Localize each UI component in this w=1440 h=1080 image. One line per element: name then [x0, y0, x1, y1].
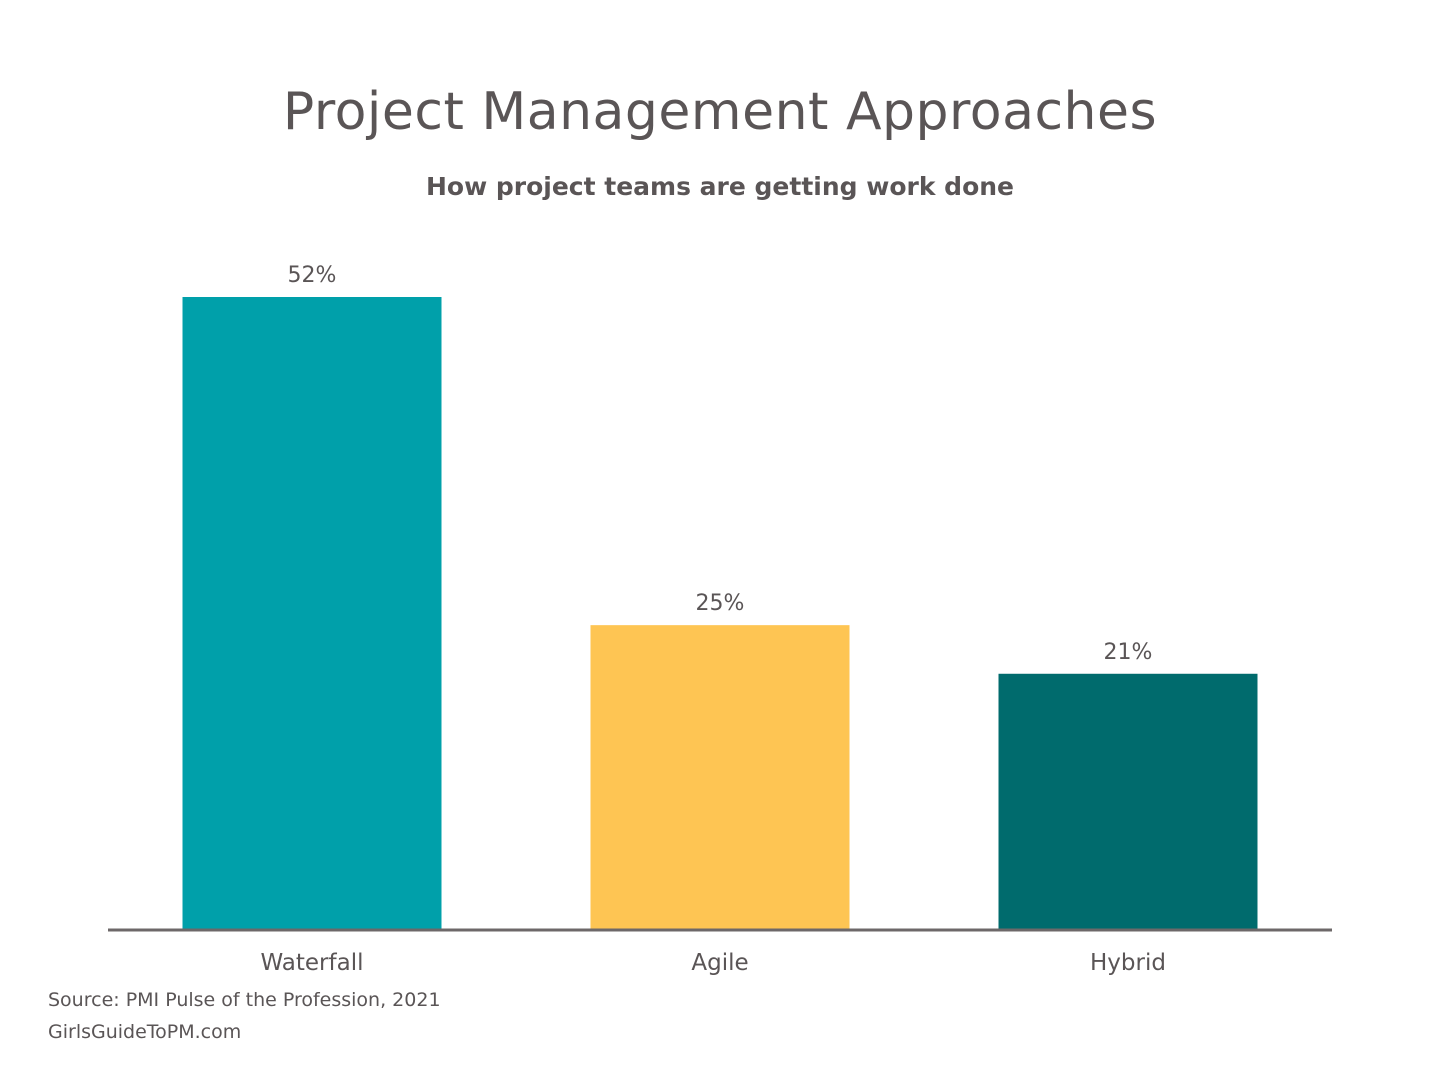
- x-tick-label-agile: Agile: [691, 950, 748, 976]
- x-tick-labels: Waterfall Agile Hybrid: [261, 950, 1166, 976]
- data-label-hybrid: 21%: [1104, 640, 1153, 665]
- x-tick-label-waterfall: Waterfall: [261, 950, 364, 976]
- bar-hybrid: [998, 673, 1258, 929]
- bars-layer: [182, 297, 1258, 929]
- chart-title: Project Management Approaches: [282, 82, 1158, 142]
- site-credit: GirlsGuideToPM.com: [48, 1021, 242, 1043]
- data-label-waterfall: 52%: [288, 263, 337, 288]
- x-tick-label-hybrid: Hybrid: [1090, 950, 1166, 976]
- bar-agile: [590, 625, 850, 929]
- source-note: Source: PMI Pulse of the Profession, 202…: [48, 989, 441, 1011]
- bar-waterfall: [182, 297, 442, 929]
- data-labels-layer: 52% 25% 21%: [288, 263, 1153, 665]
- data-label-agile: 25%: [696, 591, 745, 616]
- chart-subtitle: How project teams are getting work done: [425, 172, 1015, 201]
